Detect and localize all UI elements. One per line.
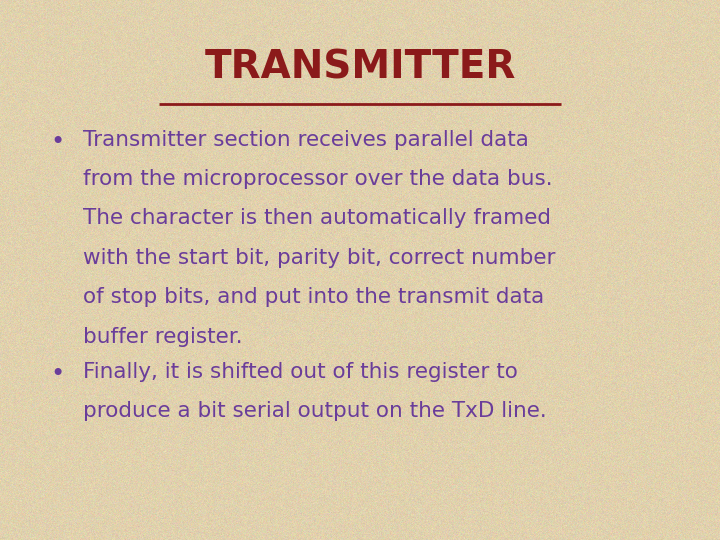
Text: The character is then automatically framed: The character is then automatically fram…: [83, 208, 551, 228]
Text: with the start bit, parity bit, correct number: with the start bit, parity bit, correct …: [83, 248, 555, 268]
Text: Transmitter section receives parallel data: Transmitter section receives parallel da…: [83, 130, 528, 150]
Text: of stop bits, and put into the transmit data: of stop bits, and put into the transmit …: [83, 287, 544, 307]
Text: produce a bit serial output on the TxD line.: produce a bit serial output on the TxD l…: [83, 401, 546, 421]
Text: from the microprocessor over the data bus.: from the microprocessor over the data bu…: [83, 169, 552, 189]
Text: Finally, it is shifted out of this register to: Finally, it is shifted out of this regis…: [83, 362, 518, 382]
Text: •: •: [50, 130, 65, 153]
Text: TRANSMITTER: TRANSMITTER: [204, 49, 516, 86]
Text: buffer register.: buffer register.: [83, 327, 243, 347]
Text: •: •: [50, 362, 65, 386]
